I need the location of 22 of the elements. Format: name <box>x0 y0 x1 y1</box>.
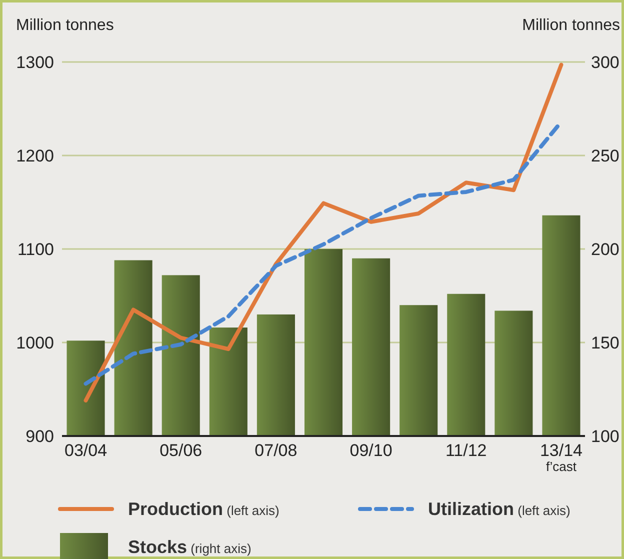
y2-tick-label: 150 <box>591 334 620 352</box>
line-series <box>84 62 564 402</box>
y2-tick-label: 250 <box>591 146 620 166</box>
y-tick-label: 1000 <box>16 334 54 352</box>
x-tick-label: 11/12 <box>445 441 487 460</box>
y-tick-label: 1200 <box>16 146 54 166</box>
y-tick-label: 900 <box>26 427 54 446</box>
legend-label: Utilization (left axis) <box>428 499 570 519</box>
y2-tick-label: 300 <box>591 53 620 72</box>
y-tick-label: 1300 <box>16 53 54 72</box>
x-tick-label: 09/10 <box>350 441 392 460</box>
y-tick-label: 1100 <box>17 240 54 259</box>
y2-tick-label: 200 <box>591 240 620 259</box>
x-tick-label: 13/14 f’cast <box>540 441 582 474</box>
x-tick-label: 03/04 <box>64 441 108 460</box>
legend-label: Stocks (right axis) <box>128 537 252 557</box>
y-axis-title: Million tonnes <box>16 17 114 34</box>
y2-tick-label: 100 <box>591 427 620 446</box>
y2-axis-title: Million tonnes <box>522 17 620 34</box>
x-tick-label: 07/08 <box>254 441 298 460</box>
legend-label: Production (left axis) <box>128 499 280 519</box>
x-tick-label: 05/06 <box>160 441 202 460</box>
